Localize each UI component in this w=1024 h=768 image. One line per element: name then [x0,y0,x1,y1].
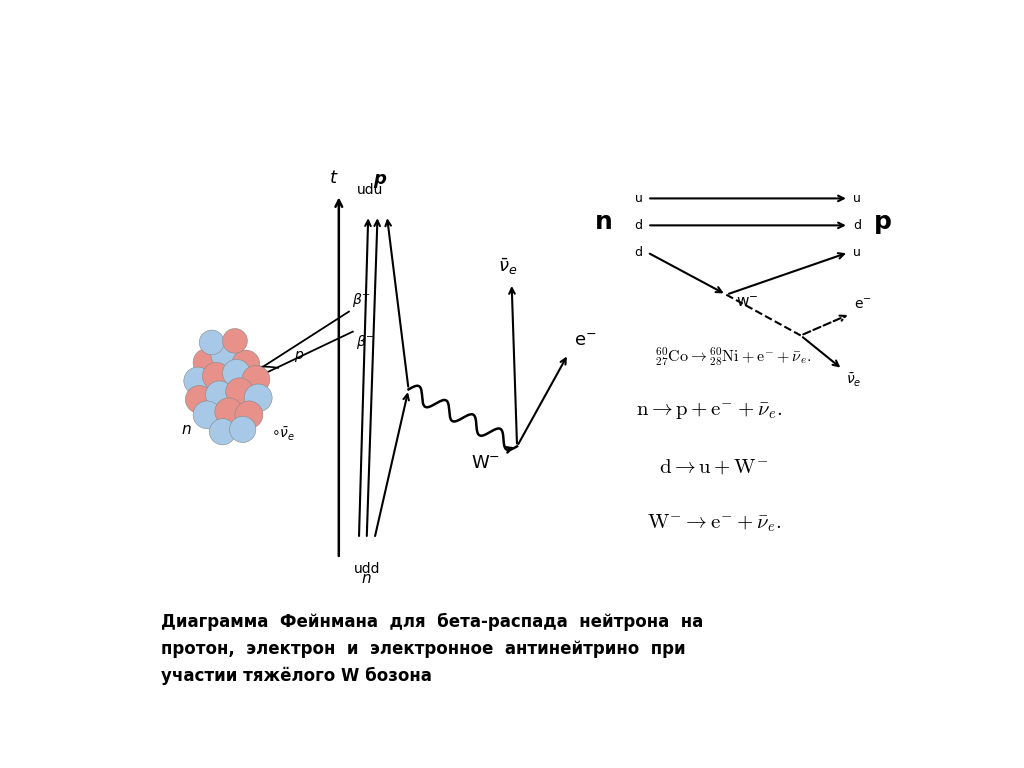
Circle shape [211,341,239,369]
Circle shape [234,401,263,429]
Text: $\mathrm{W}^{-} \rightarrow \mathrm{e}^{-} + \bar{\nu}_{e}.$: $\mathrm{W}^{-} \rightarrow \mathrm{e}^{… [647,512,782,534]
Text: ${}^{60}_{27}\mathrm{Co} \rightarrow {}^{60}_{28}\mathrm{Ni} + \mathrm{e}^{-} + : ${}^{60}_{27}\mathrm{Co} \rightarrow {}^… [655,345,812,368]
Text: t: t [330,169,337,187]
Text: udu: udu [356,183,383,197]
Text: d: d [635,219,643,232]
Circle shape [231,350,260,378]
Text: $\beta^{-}$: $\beta^{-}$ [352,291,371,310]
Text: $\bar{\nu}_{e}$: $\bar{\nu}_{e}$ [847,372,862,389]
Circle shape [185,386,213,413]
Circle shape [222,359,251,387]
Text: u: u [635,192,643,205]
Circle shape [200,330,224,355]
Text: p: p [374,170,386,188]
Circle shape [206,381,233,409]
Text: $\beta^{-}$: $\beta^{-}$ [356,333,375,351]
Text: n: n [181,422,190,437]
Text: u: u [853,246,861,259]
Text: $\mathrm{d} \rightarrow \mathrm{u} + \mathrm{W}^{-}$: $\mathrm{d} \rightarrow \mathrm{u} + \ma… [658,456,768,476]
Text: d: d [635,246,643,259]
Text: d: d [853,219,861,232]
Text: n: n [595,210,612,233]
Text: $\mathrm{e}^{-}$: $\mathrm{e}^{-}$ [854,298,872,312]
Circle shape [229,416,256,442]
Circle shape [194,349,221,376]
Text: $\mathrm{e}^{-}$: $\mathrm{e}^{-}$ [573,332,596,350]
Circle shape [225,378,254,406]
Text: $\circ\bar{\nu}_{e}$: $\circ\bar{\nu}_{e}$ [271,426,296,443]
Circle shape [245,384,272,412]
Circle shape [222,329,248,353]
Circle shape [203,362,230,390]
Circle shape [194,401,221,429]
Text: $\mathrm{W}^{-}$: $\mathrm{W}^{-}$ [471,454,501,472]
Text: p: p [294,348,303,362]
Text: Диаграмма  Фейнмана  для  бета-распада  нейтрона  на
протон,  электрон  и  элект: Диаграмма Фейнмана для бета-распада нейт… [161,613,702,685]
Text: u: u [853,192,861,205]
Text: $\bar{\nu}_{e}$: $\bar{\nu}_{e}$ [498,257,517,277]
Text: $\mathrm{n} \rightarrow \mathrm{p} + \mathrm{e}^{-} + \bar{\nu}_{e}.$: $\mathrm{n} \rightarrow \mathrm{p} + \ma… [636,399,782,421]
Circle shape [215,398,243,425]
Text: p: p [873,210,892,233]
Circle shape [183,367,212,395]
Text: $\mathrm{w}^{-}$: $\mathrm{w}^{-}$ [735,295,758,310]
Circle shape [242,366,270,393]
Text: n: n [361,571,372,586]
Circle shape [209,419,236,445]
Text: udd: udd [353,562,380,576]
